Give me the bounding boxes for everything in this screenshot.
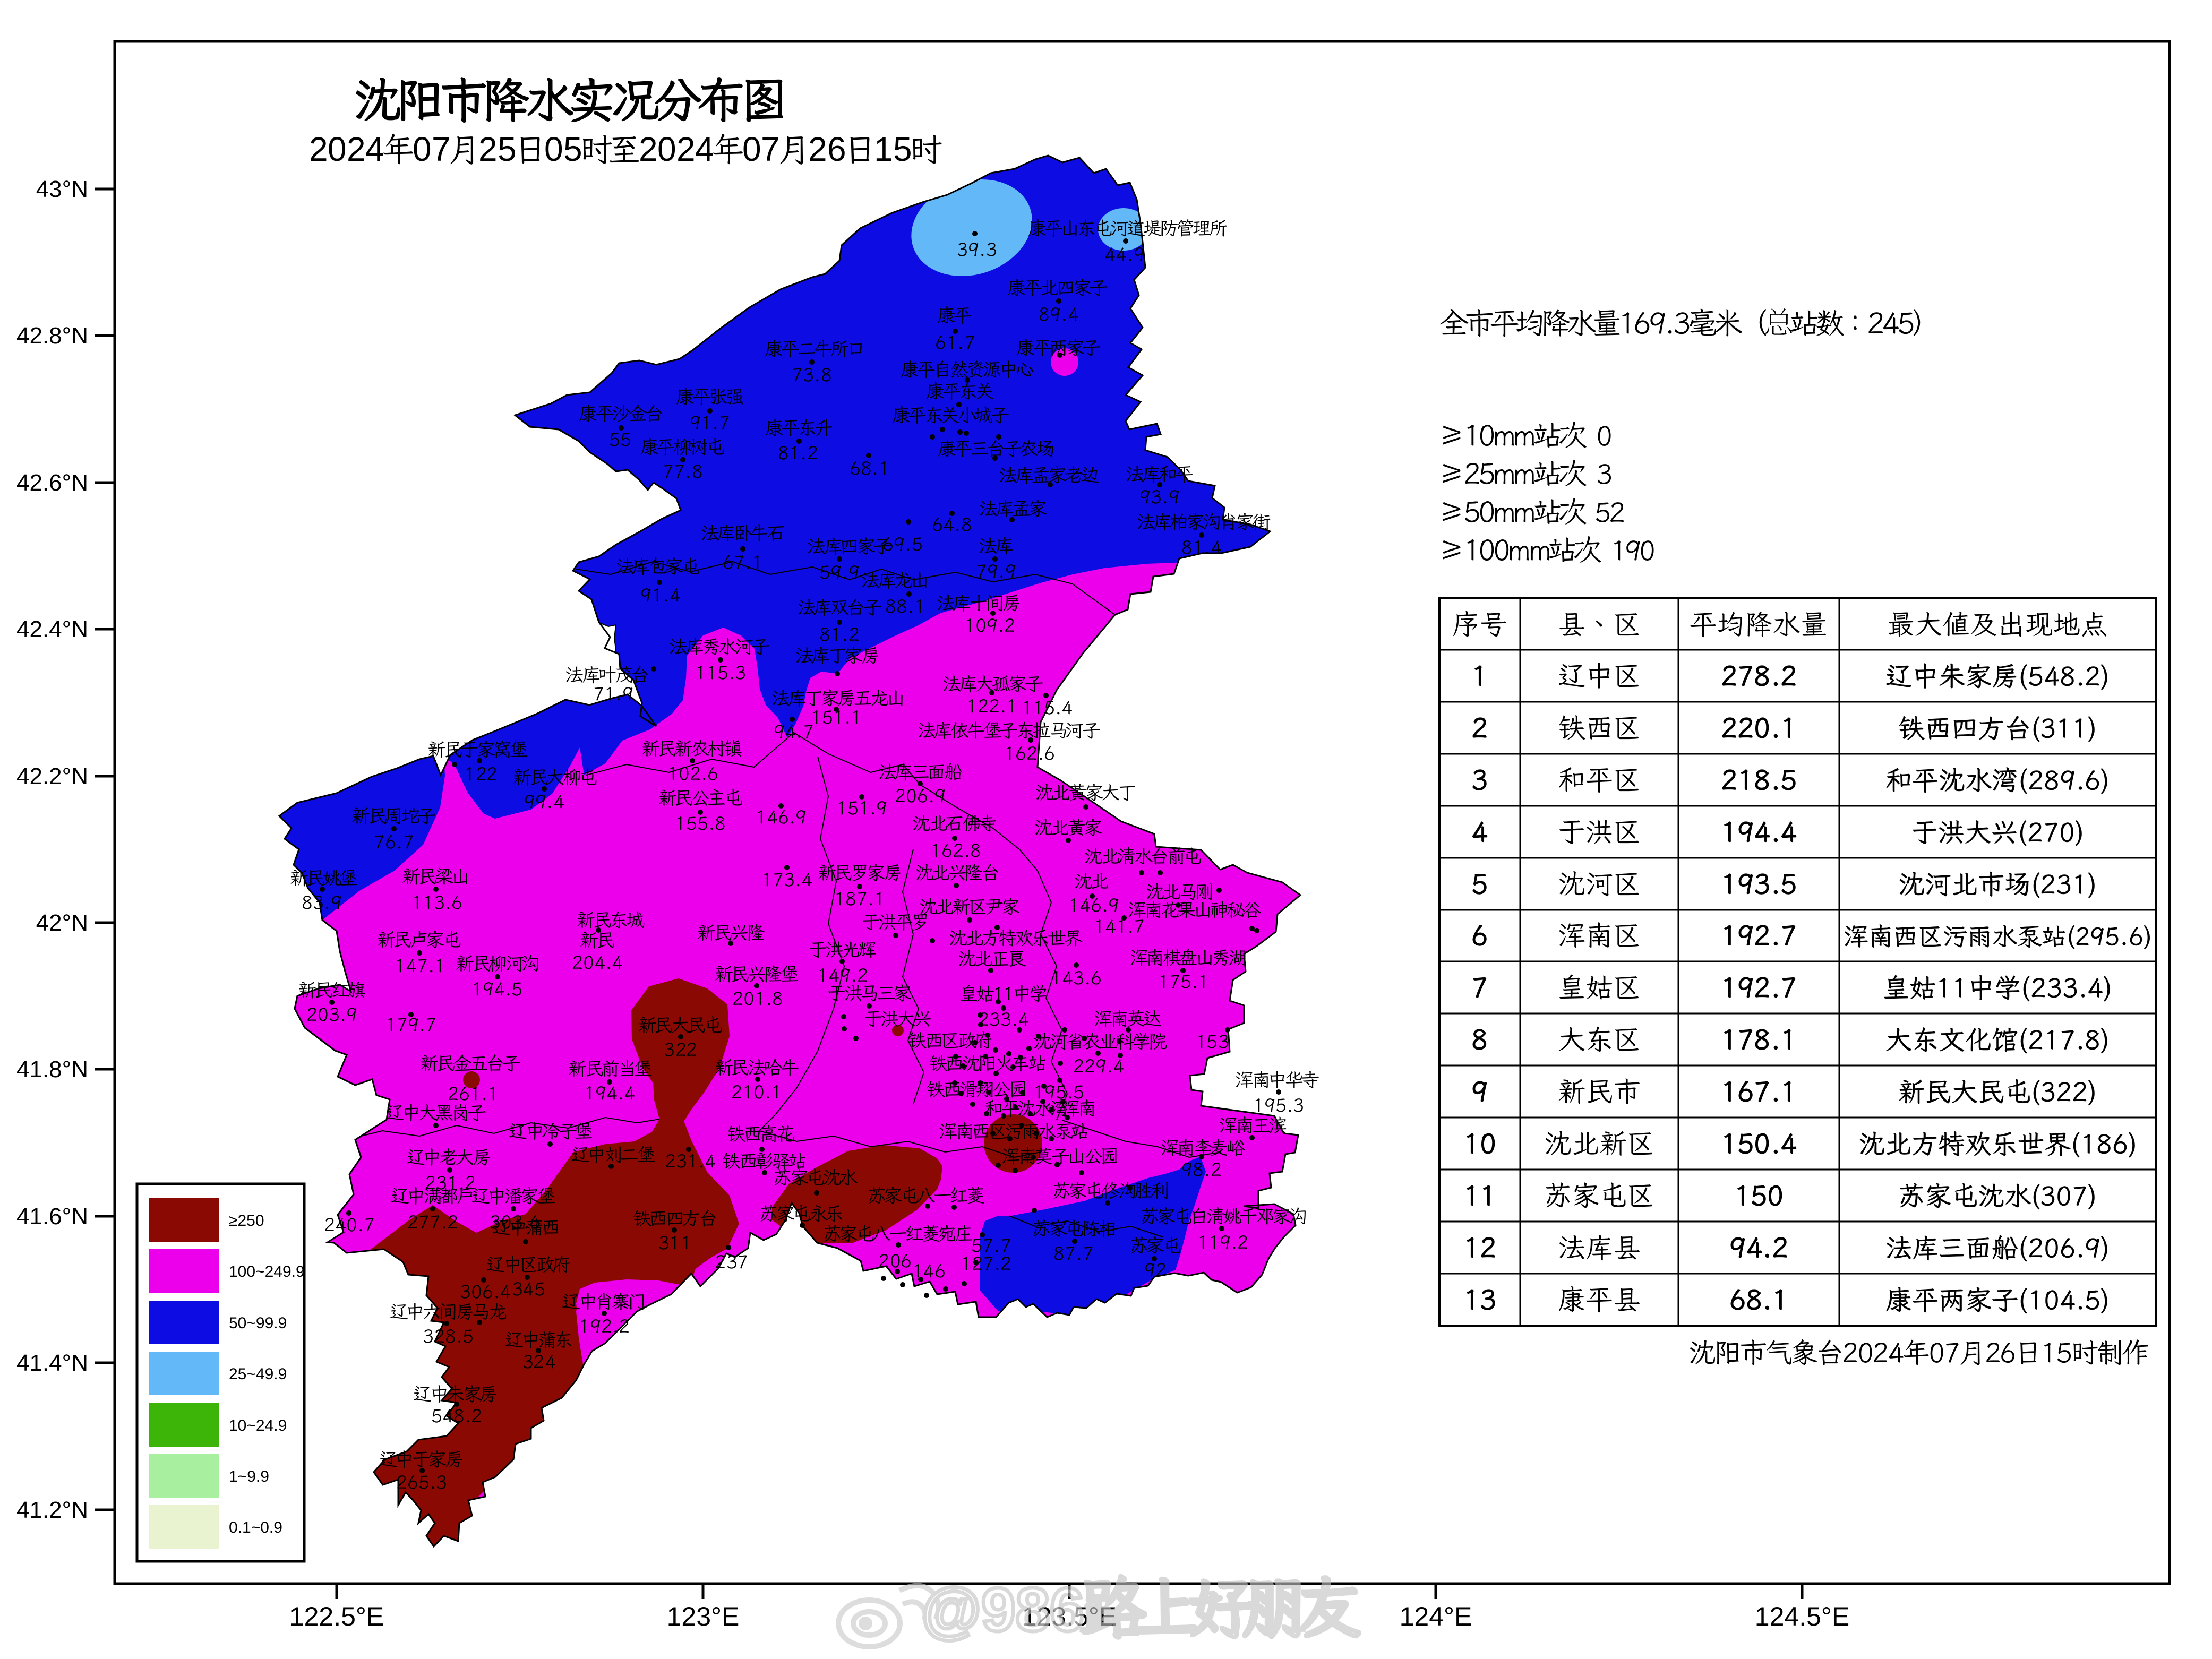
svg-text:43°N: 43°N xyxy=(36,176,88,202)
svg-text:123°E: 123°E xyxy=(667,1602,740,1631)
svg-text:2: 2 xyxy=(808,130,827,168)
svg-text:122.5°E: 122.5°E xyxy=(289,1602,384,1631)
svg-text:0: 0 xyxy=(657,130,676,168)
svg-text:4: 4 xyxy=(365,130,384,168)
svg-text:124.5°E: 124.5°E xyxy=(1755,1602,1849,1631)
svg-text:0: 0 xyxy=(328,130,347,168)
svg-text:100~249.9: 100~249.9 xyxy=(229,1263,305,1280)
svg-text:0.1~0.9: 0.1~0.9 xyxy=(229,1519,282,1536)
svg-text:5: 5 xyxy=(893,130,912,168)
svg-text:5: 5 xyxy=(498,130,517,168)
svg-text:42°N: 42°N xyxy=(36,910,88,936)
svg-text:41.4°N: 41.4°N xyxy=(16,1350,88,1376)
svg-text:50~99.9: 50~99.9 xyxy=(229,1314,287,1332)
svg-text:1~9.9: 1~9.9 xyxy=(229,1468,269,1485)
svg-text:2: 2 xyxy=(478,130,498,168)
svg-text:6: 6 xyxy=(827,130,846,168)
svg-text:@986: @986 xyxy=(921,1575,1084,1644)
svg-text:0: 0 xyxy=(544,130,563,168)
svg-text:42.4°N: 42.4°N xyxy=(16,616,88,642)
svg-text:41.2°N: 41.2°N xyxy=(16,1497,88,1523)
svg-text:124°E: 124°E xyxy=(1400,1602,1472,1631)
svg-text:2: 2 xyxy=(347,130,366,168)
svg-text:42.2°N: 42.2°N xyxy=(16,763,88,789)
svg-text:2: 2 xyxy=(676,130,696,168)
svg-text:7: 7 xyxy=(761,130,780,168)
svg-text:2: 2 xyxy=(639,130,658,168)
svg-text:≥250: ≥250 xyxy=(229,1212,264,1230)
svg-text:42.6°N: 42.6°N xyxy=(16,470,88,496)
svg-text:10~24.9: 10~24.9 xyxy=(229,1417,287,1434)
svg-text:2: 2 xyxy=(309,130,328,168)
svg-text:0: 0 xyxy=(413,130,432,168)
svg-text:41.8°N: 41.8°N xyxy=(16,1056,88,1082)
svg-text:25~49.9: 25~49.9 xyxy=(229,1365,287,1383)
svg-text:4: 4 xyxy=(695,130,714,168)
svg-text:41.6°N: 41.6°N xyxy=(16,1204,88,1230)
svg-text:7: 7 xyxy=(432,130,451,168)
svg-text:5: 5 xyxy=(563,130,582,168)
svg-text:42.8°N: 42.8°N xyxy=(16,323,88,349)
svg-text:0: 0 xyxy=(742,130,761,168)
svg-text:1: 1 xyxy=(874,130,893,168)
